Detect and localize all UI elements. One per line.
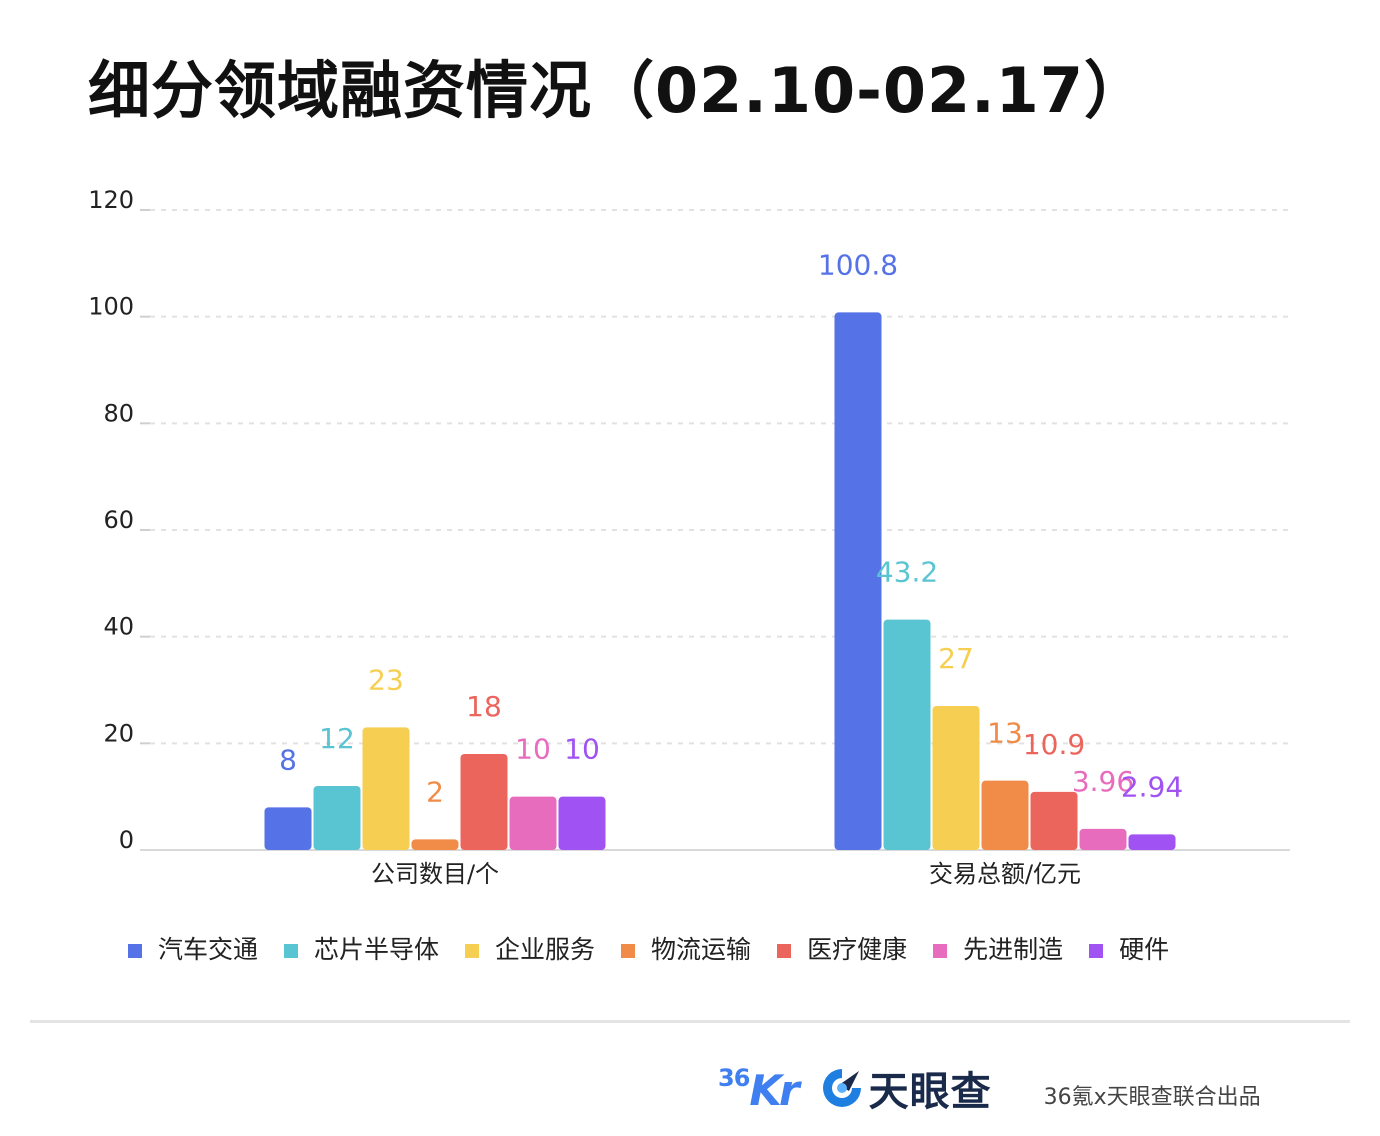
y-tick-label: 40 — [103, 613, 134, 641]
legend-swatch — [465, 944, 480, 958]
bar-chart: 0 20 40 60 80 100 120 8 12 23 2 18 10 10 100.8 43.2 27 1… — [88, 186, 1290, 888]
data-label: 10.9 — [1023, 728, 1085, 761]
logo-kr: Kr — [749, 1065, 799, 1115]
bar-amount-6 — [1128, 834, 1176, 850]
bar-count-5 — [509, 796, 557, 850]
data-label: 23 — [368, 663, 404, 696]
legend-item: 汽车交通 — [128, 930, 258, 966]
legend-swatch — [933, 944, 948, 958]
36kr-logo: 36 Kr — [718, 1062, 800, 1115]
legend-item: 企业服务 — [465, 930, 595, 966]
legend-label: 芯片半导体 — [314, 935, 440, 964]
legend-item: 医疗健康 — [777, 930, 907, 966]
legend: 汽车交通 芯片半导体 企业服务 物流运输 医疗健康 先进制造 硬件 — [128, 930, 1195, 966]
legend-item: 硬件 — [1089, 930, 1169, 966]
data-label: 10 — [564, 733, 600, 766]
legend-label: 先进制造 — [963, 935, 1064, 964]
bar-amount-1 — [883, 619, 931, 850]
data-label: 18 — [466, 690, 502, 723]
footer-divider — [30, 1020, 1350, 1023]
bar-amount-0 — [834, 312, 882, 850]
data-label: 100.8 — [818, 248, 898, 281]
legend-item: 芯片半导体 — [284, 930, 439, 966]
data-label: 10 — [515, 733, 551, 766]
y-tick-label: 100 — [88, 293, 134, 321]
bar-amount-5 — [1079, 828, 1127, 850]
y-tick-label: 0 — [119, 826, 134, 854]
data-label: 13 — [987, 717, 1023, 750]
tianyancha-wordmark: 天眼查 — [868, 1069, 992, 1115]
bar-amount-4 — [1030, 791, 1078, 850]
bar-count-6 — [558, 796, 606, 850]
bar-count-4 — [460, 754, 508, 850]
bar-amount-2 — [932, 706, 980, 850]
data-labels: 8 12 23 2 18 10 10 100.8 43.2 27 13 10.9 3.962.94 — [279, 248, 1183, 808]
gridlines — [140, 209, 1290, 851]
bar-count-0 — [264, 807, 312, 850]
data-label: 2 — [426, 775, 444, 808]
bar-count-3 — [411, 839, 459, 850]
data-label: 2.94 — [1121, 770, 1183, 803]
legend-label: 物流运输 — [651, 935, 752, 964]
y-tick-label: 80 — [103, 399, 134, 427]
legend-label: 企业服务 — [495, 935, 596, 964]
x-axis-categories: 公司数目/个 交易总额/亿元 — [371, 860, 1081, 888]
logo-36: 36 — [718, 1063, 750, 1092]
chart-title: 细分领域融资情况（02.10-02.17） — [88, 54, 1147, 127]
data-label: 3.96 — [1072, 765, 1134, 798]
tianyancha-eye-icon — [822, 1069, 861, 1107]
legend-label: 硬件 — [1119, 935, 1170, 964]
x-category-label: 交易总额/亿元 — [929, 860, 1081, 888]
legend-item: 先进制造 — [933, 930, 1063, 966]
tianyancha-logo: 天眼查 — [819, 1059, 992, 1117]
legend-swatch — [621, 944, 636, 958]
legend-swatch — [1089, 944, 1104, 958]
data-label: 8 — [279, 743, 297, 776]
y-tick-label: 20 — [103, 719, 134, 747]
bar-amount-3 — [981, 780, 1029, 850]
y-tick-label: 120 — [88, 186, 134, 214]
footer: 36 Kr 天眼查 36氪x天眼查联合出品 — [718, 1058, 1261, 1118]
x-category-label: 公司数目/个 — [371, 860, 499, 888]
bar-count-1 — [313, 786, 361, 850]
legend-label: 汽车交通 — [158, 935, 259, 964]
legend-swatch — [128, 944, 142, 958]
legend-swatch — [777, 944, 792, 958]
legend-label: 医疗健康 — [807, 935, 908, 964]
bar-count-2 — [362, 727, 410, 850]
data-label: 12 — [319, 722, 355, 755]
bars — [264, 312, 1176, 850]
legend-item: 物流运输 — [621, 930, 751, 966]
data-label: 27 — [938, 642, 974, 675]
footer-credit: 36氪x天眼查联合出品 — [1043, 1085, 1261, 1110]
data-label: 43.2 — [876, 556, 938, 589]
y-axis-ticks: 0 20 40 60 80 100 120 — [88, 186, 134, 854]
y-tick-label: 60 — [103, 506, 134, 534]
legend-swatch — [284, 944, 299, 958]
